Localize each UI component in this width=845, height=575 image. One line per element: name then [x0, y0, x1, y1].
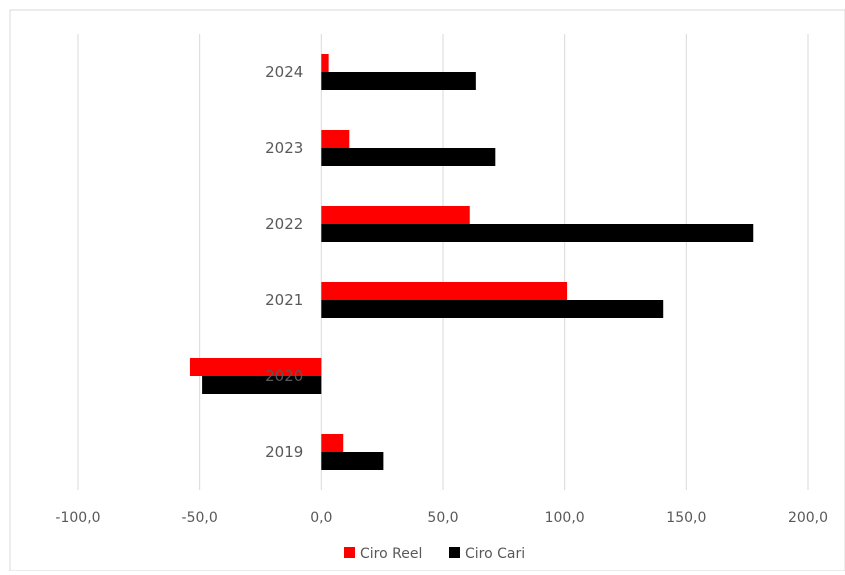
bar-ciro-cari-2020 [202, 376, 322, 394]
bar-ciro-reel-2019 [321, 434, 344, 452]
category-labels: 2019 2020 2021 2022 2023 2024 [265, 63, 303, 461]
category-label: 2021 [265, 291, 303, 309]
legend-label: Ciro Cari [465, 546, 525, 562]
bar-ciro-cari-2022 [321, 224, 754, 242]
category-label: 2020 [265, 367, 303, 385]
bars [189, 54, 754, 470]
bar-ciro-reel-2024 [321, 54, 329, 72]
category-label: 2024 [265, 63, 303, 81]
legend-swatch [344, 547, 355, 558]
x-tick-label: -50,0 [182, 510, 218, 526]
bar-ciro-reel-2022 [321, 206, 470, 224]
bar-ciro-cari-2023 [321, 148, 496, 166]
category-label: 2022 [265, 215, 303, 233]
legend: Ciro Reel Ciro Cari [344, 546, 525, 562]
bar-ciro-reel-2021 [321, 282, 568, 300]
bar-ciro-cari-2019 [321, 452, 384, 470]
x-tick-label: 100,0 [545, 510, 585, 526]
legend-swatch [449, 547, 460, 558]
x-tick-labels: -100,0 -50,0 0,0 50,0 100,0 150,0 200,0 [55, 510, 828, 526]
legend-label: Ciro Reel [360, 546, 422, 562]
bar-ciro-cari-2024 [321, 72, 476, 90]
category-label: 2019 [265, 443, 303, 461]
x-tick-label: 200,0 [788, 510, 828, 526]
gridlines [77, 34, 809, 490]
bar-ciro-cari-2021 [321, 300, 664, 318]
category-label: 2023 [265, 139, 303, 157]
x-tick-label: 50,0 [427, 510, 458, 526]
bar-ciro-reel-2020 [189, 358, 322, 376]
x-tick-label: -100,0 [55, 510, 100, 526]
bar-ciro-reel-2023 [321, 130, 350, 148]
x-tick-label: 0,0 [310, 510, 332, 526]
x-tick-label: 150,0 [666, 510, 706, 526]
